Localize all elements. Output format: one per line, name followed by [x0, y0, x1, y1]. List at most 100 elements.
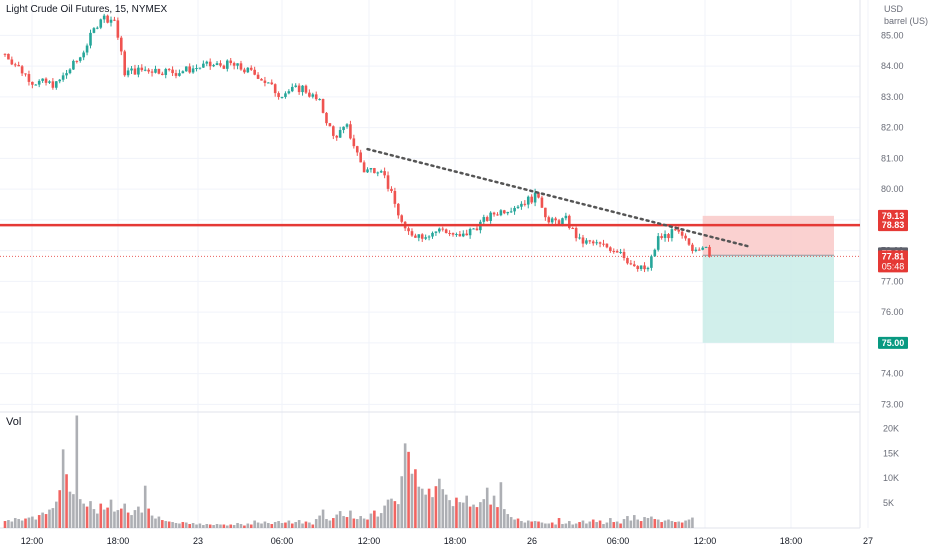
candle-body	[691, 244, 694, 251]
candle-body	[133, 68, 137, 75]
candle-body	[236, 63, 239, 66]
volume-bar	[615, 521, 619, 528]
candle-body	[157, 68, 161, 74]
volume-bar	[352, 518, 356, 528]
volume-bar	[588, 521, 592, 528]
time-tick-label: 26	[527, 536, 537, 546]
candle-body	[301, 85, 304, 93]
candle-body	[68, 69, 72, 74]
candle-body	[595, 242, 598, 244]
volume-bar	[249, 524, 253, 528]
candle-body	[147, 69, 150, 72]
candle-body	[540, 197, 544, 208]
candle-body	[482, 217, 486, 222]
price-tick-label: 73.00	[881, 399, 904, 409]
candle-body	[270, 82, 274, 85]
volume-bar	[533, 521, 537, 528]
candle-body	[626, 257, 629, 264]
volume-bar	[167, 521, 171, 528]
volume-bar	[58, 490, 62, 528]
candle-body	[506, 211, 510, 214]
volume-bar	[68, 491, 72, 528]
candle-body	[154, 68, 157, 73]
volume-bar	[321, 509, 325, 528]
candle-body	[27, 74, 31, 82]
candle-body	[393, 190, 397, 204]
candle-body	[520, 203, 523, 207]
volume-bar	[212, 525, 215, 528]
candle-body	[667, 234, 670, 239]
volume-bar	[526, 520, 530, 528]
volume-bar	[99, 503, 103, 528]
volume-bar	[390, 498, 393, 528]
volume-bar	[55, 501, 58, 528]
volume-bar	[571, 524, 575, 528]
candle-body	[219, 63, 222, 66]
volume-bar	[61, 449, 65, 528]
candle-body	[680, 231, 684, 236]
candle-body	[526, 196, 530, 205]
volume-bar	[314, 519, 318, 528]
volume-bar	[44, 514, 48, 528]
candle-body	[550, 218, 554, 223]
volume-bar	[653, 519, 657, 528]
volume-bar	[345, 517, 349, 528]
volume-bar	[465, 495, 468, 528]
candle-body	[379, 171, 383, 173]
candle-body	[212, 65, 215, 67]
candle-body	[585, 240, 588, 244]
candle-body	[523, 203, 527, 205]
volume-bar	[17, 519, 20, 528]
time-tick-label: 12:00	[21, 536, 44, 546]
volume-bar	[475, 507, 479, 528]
volume-bar	[82, 503, 85, 528]
candle-body	[643, 265, 646, 270]
volume-bar	[119, 508, 123, 528]
candle-body	[677, 229, 681, 232]
level-price-badge: 78.83	[882, 220, 905, 230]
candle-body	[195, 68, 198, 70]
time-tick-label: 06:00	[271, 536, 294, 546]
volume-bar	[359, 516, 362, 528]
candle-body	[3, 53, 7, 55]
price-tick-label: 77.00	[881, 276, 904, 286]
volume-bar	[626, 516, 629, 528]
volume-bar	[650, 516, 653, 528]
volume-bar	[41, 512, 44, 528]
volume-bar	[547, 523, 551, 528]
volume-bar	[455, 497, 458, 528]
volume-bar	[280, 523, 284, 528]
volume-bar	[598, 520, 602, 528]
time-tick-label: 18:00	[107, 536, 130, 546]
candle-body	[304, 85, 308, 93]
candle-body	[338, 130, 342, 138]
candle-body	[619, 251, 622, 253]
volume-bar	[461, 502, 465, 528]
volume-bar	[113, 511, 116, 528]
candle-body	[605, 243, 609, 248]
candle-body	[109, 19, 113, 23]
candles	[3, 13, 711, 273]
time-tick-label: 12:00	[694, 536, 717, 546]
volume-bar	[270, 524, 274, 528]
volume-bar	[311, 524, 315, 528]
volume-bar	[489, 504, 492, 528]
candle-body	[34, 84, 38, 86]
volume-bar	[591, 519, 595, 528]
volume-bar	[516, 518, 520, 528]
candle-body	[622, 251, 626, 258]
volume-bar	[198, 523, 202, 528]
candle-body	[708, 246, 711, 257]
volume-bar	[537, 521, 540, 528]
time-tick-label: 12:00	[358, 536, 381, 546]
volume-bar	[420, 488, 424, 528]
candle-body	[632, 264, 636, 267]
candle-body	[465, 233, 468, 236]
candle-body	[697, 249, 701, 251]
candle-body	[530, 196, 533, 203]
candle-body	[140, 67, 144, 71]
volume-bar	[34, 519, 38, 528]
price-tick-label: 74.00	[881, 369, 904, 379]
volume-bar	[174, 523, 178, 528]
